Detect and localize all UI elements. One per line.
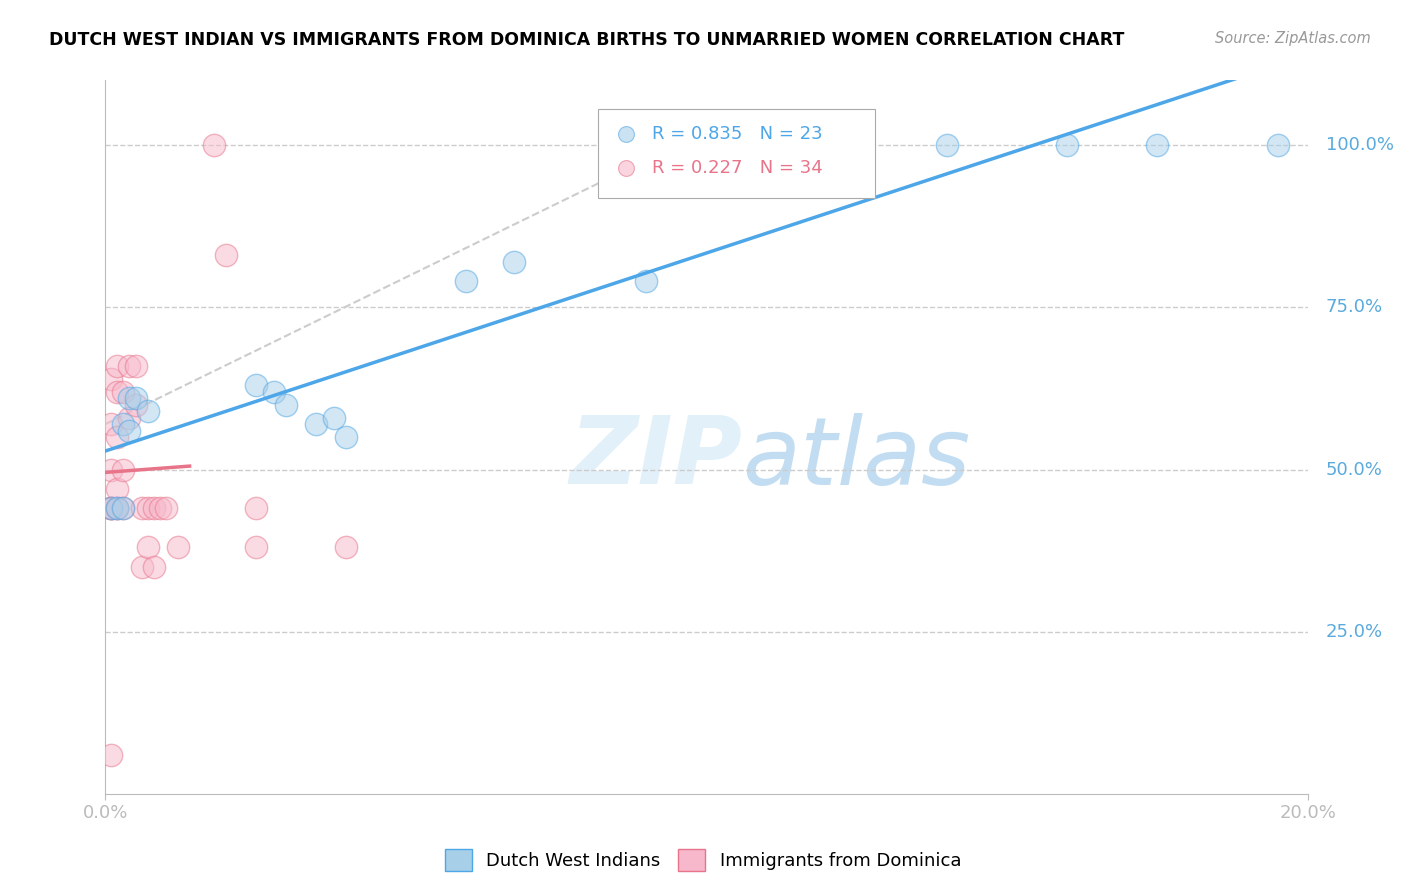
Point	[142, 501, 165, 516]
Point	[100, 417, 122, 431]
Point	[100, 501, 122, 516]
Text: R = 0.835   N = 23: R = 0.835 N = 23	[652, 125, 823, 143]
Point	[100, 462, 122, 476]
Point	[202, 138, 225, 153]
Text: 50.0%: 50.0%	[1326, 460, 1382, 478]
Point	[142, 559, 165, 574]
Text: 75.0%: 75.0%	[1326, 298, 1382, 317]
Point	[112, 462, 135, 476]
Point	[245, 501, 267, 516]
Point	[107, 501, 129, 516]
Point	[335, 430, 357, 444]
Point	[136, 404, 159, 418]
Point	[335, 541, 357, 555]
Point	[166, 541, 188, 555]
Point	[214, 248, 236, 262]
Point	[131, 559, 153, 574]
Point	[107, 501, 129, 516]
Text: ZIP: ZIP	[569, 412, 742, 505]
Point	[136, 501, 159, 516]
Point	[454, 274, 477, 288]
Point	[124, 398, 146, 412]
Text: 100.0%: 100.0%	[1326, 136, 1393, 154]
Point	[100, 501, 122, 516]
Point	[148, 501, 170, 516]
Text: Source: ZipAtlas.com: Source: ZipAtlas.com	[1215, 31, 1371, 46]
Point	[118, 359, 141, 373]
Point	[131, 501, 153, 516]
Point	[112, 501, 135, 516]
Point	[100, 372, 122, 386]
Point	[1056, 138, 1078, 153]
Point	[124, 391, 146, 405]
Point	[107, 482, 129, 496]
Point	[245, 378, 267, 392]
Point	[696, 138, 718, 153]
Point	[305, 417, 328, 431]
Point	[100, 501, 122, 516]
Point	[274, 398, 297, 412]
Point	[107, 359, 129, 373]
Legend: Dutch West Indians, Immigrants from Dominica: Dutch West Indians, Immigrants from Domi…	[437, 842, 969, 879]
Point	[118, 424, 141, 438]
Point	[112, 417, 135, 431]
Point	[112, 501, 135, 516]
Point	[786, 138, 808, 153]
Point	[124, 359, 146, 373]
Point	[245, 541, 267, 555]
FancyBboxPatch shape	[599, 109, 875, 198]
Point	[118, 410, 141, 425]
Text: 25.0%: 25.0%	[1326, 623, 1382, 640]
Point	[155, 501, 177, 516]
Point	[1267, 138, 1289, 153]
Text: DUTCH WEST INDIAN VS IMMIGRANTS FROM DOMINICA BIRTHS TO UNMARRIED WOMEN CORRELAT: DUTCH WEST INDIAN VS IMMIGRANTS FROM DOM…	[49, 31, 1125, 49]
Text: atlas: atlas	[742, 413, 970, 504]
Point	[936, 138, 959, 153]
Point	[112, 384, 135, 399]
Point	[107, 501, 129, 516]
Point	[322, 410, 344, 425]
Point	[107, 430, 129, 444]
Point	[100, 747, 122, 762]
Point	[503, 255, 526, 269]
Point	[136, 541, 159, 555]
Point	[100, 501, 122, 516]
Text: R = 0.227   N = 34: R = 0.227 N = 34	[652, 159, 823, 177]
Point	[263, 384, 285, 399]
Point	[118, 391, 141, 405]
Point	[1146, 138, 1168, 153]
Point	[107, 384, 129, 399]
Point	[636, 274, 658, 288]
